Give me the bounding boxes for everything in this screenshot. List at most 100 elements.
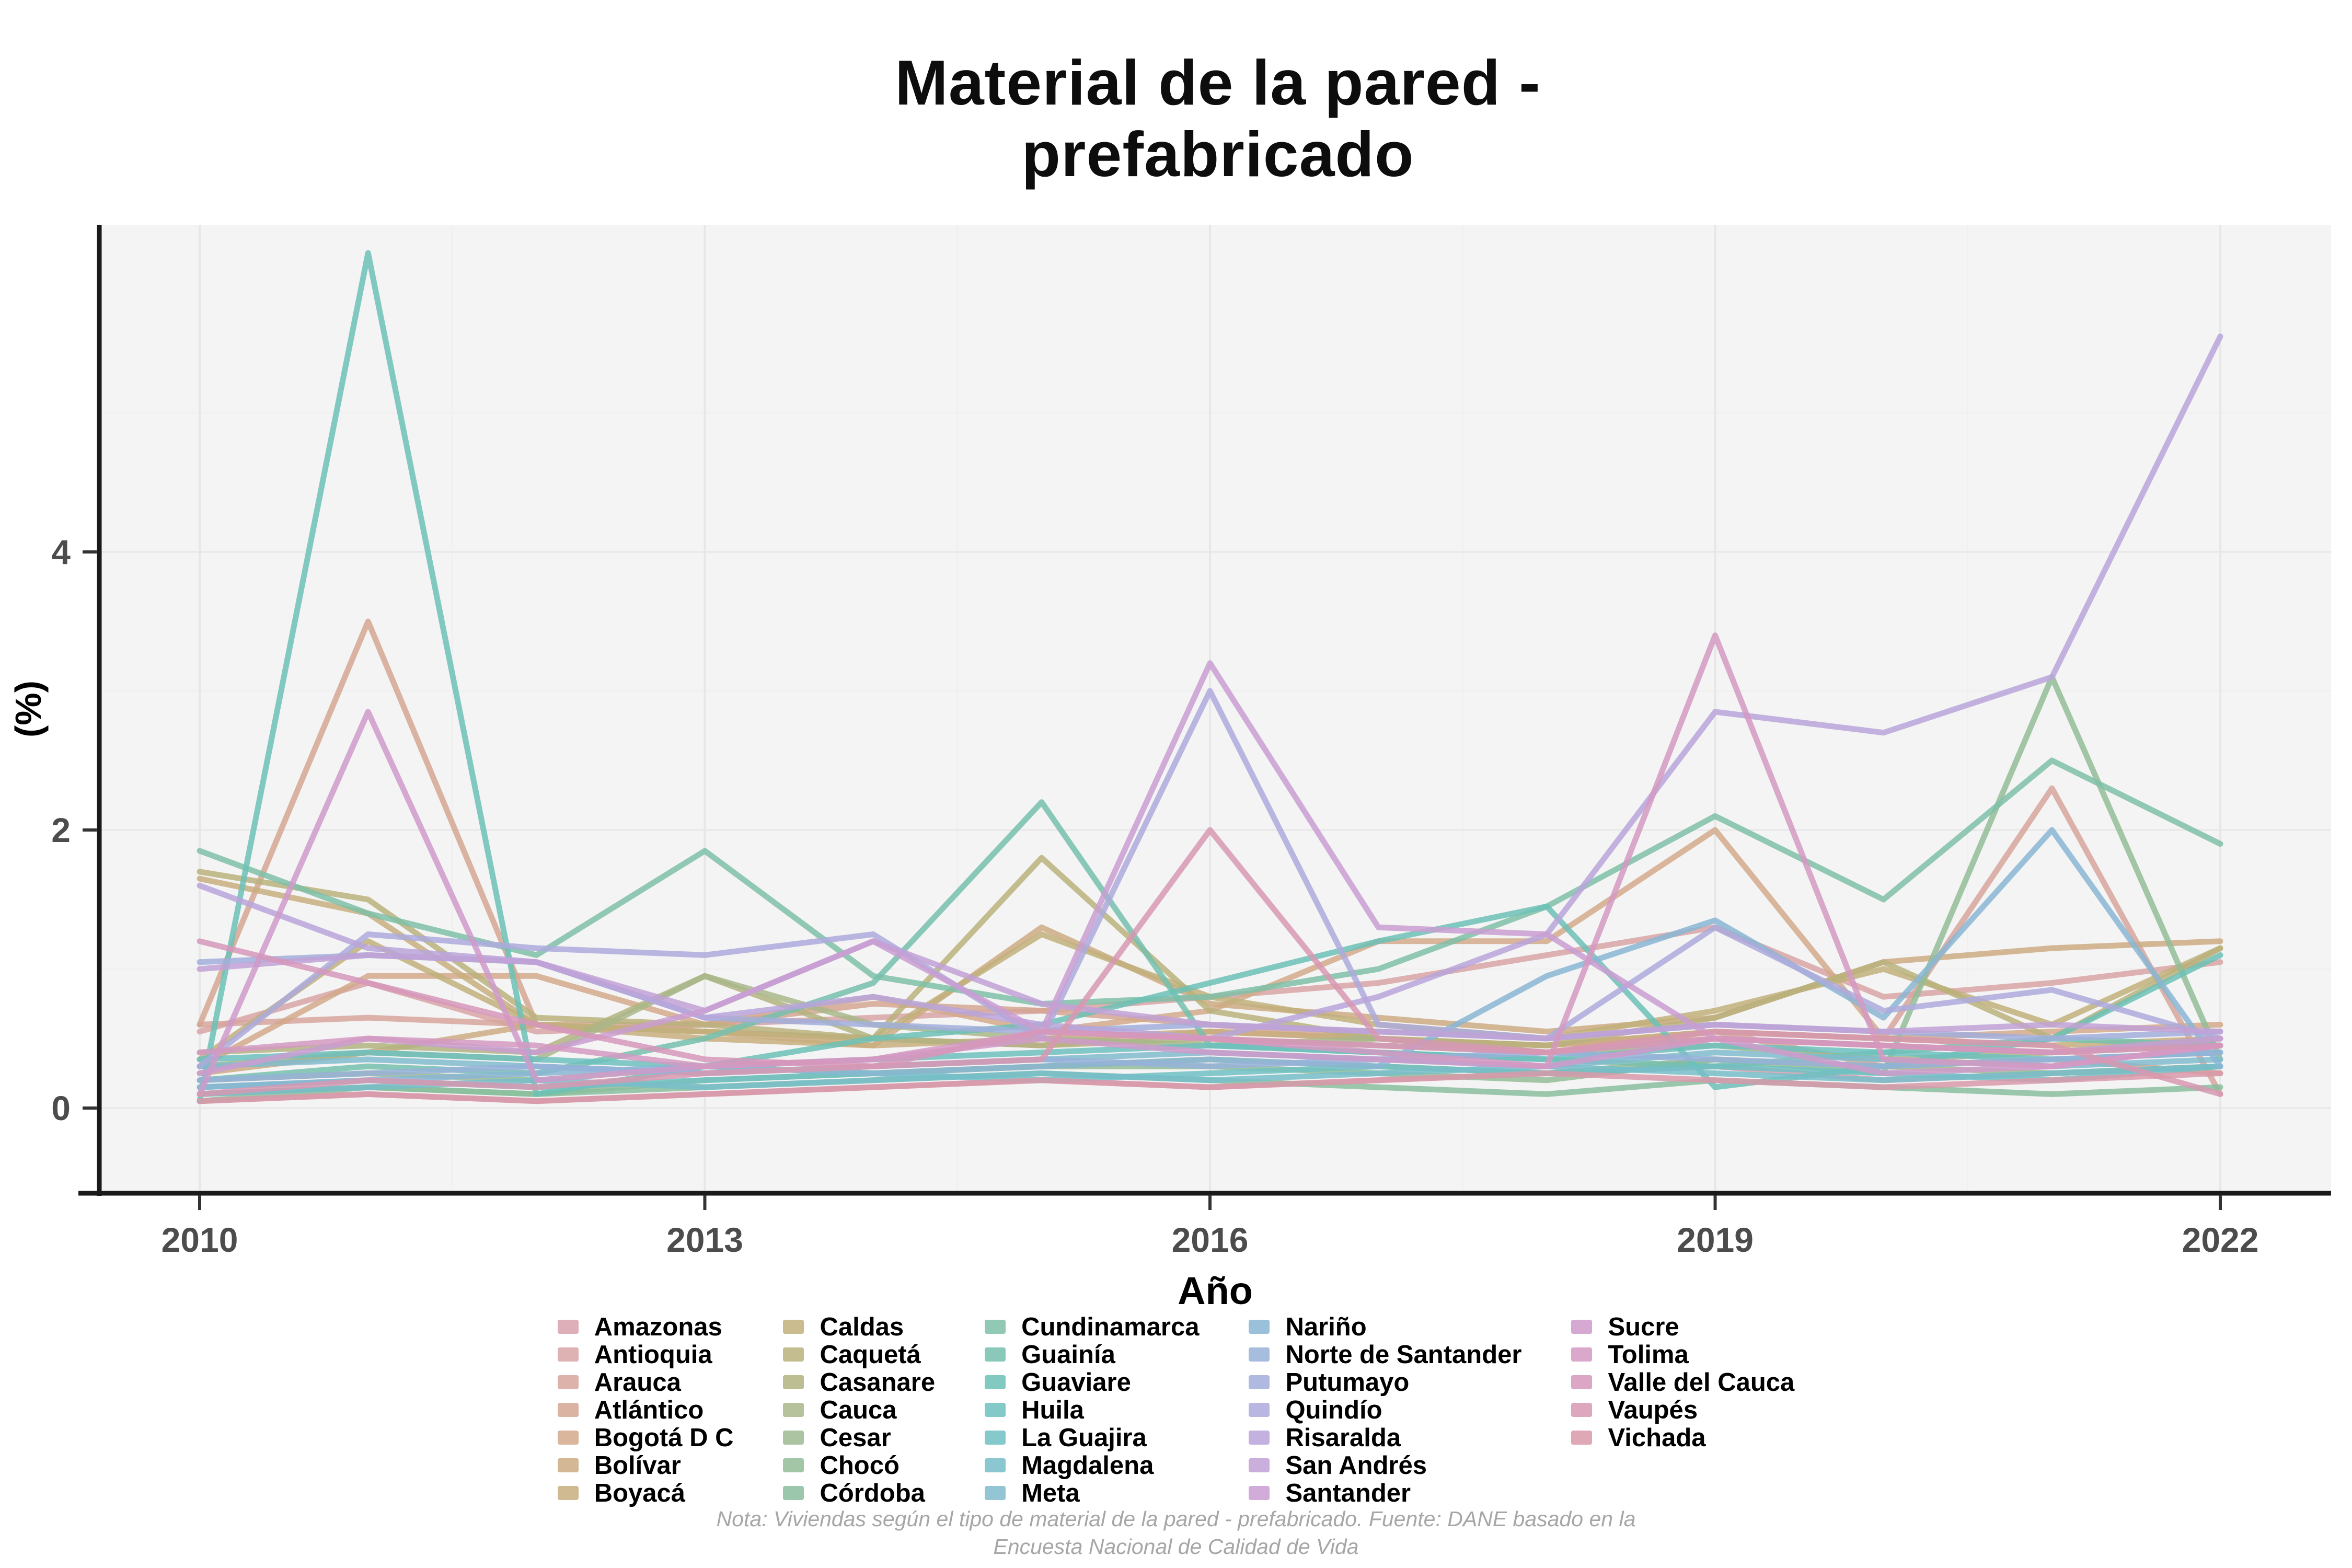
y-axis-title: (%) [8,681,49,737]
legend-swatch-icon [985,1486,1006,1500]
legend-swatch-icon [783,1431,804,1445]
y-tick-label: 4 [51,533,71,571]
legend-item-boyacá: Boyacá [557,1479,734,1507]
y-tick-label: 0 [51,1089,71,1127]
legend-swatch-icon [783,1347,804,1362]
legend-item-cauca: Cauca [783,1396,935,1424]
legend-label: Bogotá D C [594,1423,734,1452]
legend-item-caldas: Caldas [783,1313,935,1341]
legend-label: Vaupés [1608,1396,1698,1424]
legend-item-valle-del-cauca: Valle del Cauca [1571,1368,1794,1397]
legend-swatch-icon [1571,1375,1593,1389]
legend-item-nariño: Nariño [1249,1313,1521,1341]
legend-item-risaralda: Risaralda [1249,1423,1521,1452]
series-line-sucre [197,709,2223,1097]
legend-swatch-icon [1249,1320,1270,1334]
legend-column: Caldas Caquetá Casanare Cauca Cesar Chocó Córd… [783,1313,935,1507]
legend-label: Cesar [820,1423,891,1452]
series-line-norte-de-santander [197,1050,2223,1083]
x-tick-label: 2016 [1172,1220,1249,1259]
legend-item-vichada: Vichada [1571,1424,1794,1452]
legend-item-cundinamarca: Cundinamarca [985,1313,1199,1341]
legend-label: Atlántico [594,1396,704,1424]
legend-label: Meta [1021,1479,1080,1507]
legend-label: Magdalena [1021,1451,1154,1480]
legend-item-bogotá-d-c: Bogotá D C [557,1423,734,1452]
x-tick-label: 2019 [1677,1220,1754,1259]
legend-swatch-icon [1249,1486,1270,1500]
legend-label: Casanare [820,1368,936,1397]
legend-label: Guaviare [1021,1368,1131,1397]
series-line-valle-del-cauca [197,938,2223,1069]
legend-item-arauca: Arauca [557,1368,734,1397]
legend-swatch-icon [985,1347,1006,1362]
legend-swatch-icon [1249,1403,1270,1417]
legend-label: Norte de Santander [1285,1340,1522,1369]
legend-label: Antioquia [594,1340,712,1369]
legend-item-sucre: Sucre [1571,1313,1794,1341]
legend-column: Sucre Tolima Valle del Cauca Vaupés Vichada [1571,1313,1794,1452]
legend-item-antioquia: Antioquia [557,1340,734,1369]
x-tick-label: 2010 [162,1220,238,1259]
legend-swatch-icon [985,1375,1006,1389]
legend-swatch-icon [1249,1431,1270,1445]
legend-swatch-icon [1571,1320,1593,1334]
legend-label: Santander [1285,1479,1411,1507]
legend-label: Risaralda [1285,1423,1401,1452]
legend-item-atlántico: Atlántico [557,1396,734,1424]
legend-column: Nariño Norte de Santander Putumayo Quindío R… [1249,1313,1521,1507]
x-axis-title: Año [1178,1269,1253,1312]
legend-swatch-icon [557,1431,579,1445]
series-line-cundinamarca [197,757,2223,1007]
series-line-vichada [197,1070,2223,1104]
legend-item-tolima: Tolima [1571,1340,1794,1369]
series-line-san-andrés [197,938,2223,1042]
legend-item-putumayo: Putumayo [1249,1368,1521,1397]
legend-item-chocó: Chocó [783,1451,935,1480]
legend-label: Quindío [1285,1396,1382,1424]
legend-label: Córdoba [820,1479,925,1507]
source-note-line2: Encuesta Nacional de Calidad de Vida [993,1535,1359,1559]
line-chart-plot: 0 2 4 2010 2013 2016 2019 2022 (%) Año [8,225,2331,1312]
legend-label: Bolívar [594,1451,681,1480]
legend-label: Arauca [594,1368,681,1397]
series-line-caquetá [197,855,2223,1048]
legend-item-cesar: Cesar [783,1423,935,1452]
legend-item-guaviare: Guaviare [985,1368,1199,1397]
legend-swatch-icon [1571,1347,1593,1362]
chart-title-line2: prefabricado [1021,118,1414,190]
legend-label: Huila [1021,1396,1084,1424]
legend-item-caquetá: Caquetá [783,1340,935,1369]
legend-swatch-icon [1249,1458,1270,1472]
legend-item-quindío: Quindío [1249,1396,1521,1424]
legend-item-santander: Santander [1249,1479,1521,1507]
series-line-vaupés [197,827,2223,1097]
legend-label: Caquetá [820,1340,921,1369]
chart-title: Material de la pared - prefabricado [84,47,2352,190]
legend-item-bolívar: Bolívar [557,1451,734,1480]
legend-swatch-icon [783,1320,804,1334]
legend-swatch-icon [783,1486,804,1500]
legend-item-norte-de-santander: Norte de Santander [1249,1340,1522,1369]
legend-swatch-icon [985,1458,1006,1472]
legend-swatch-icon [557,1486,579,1500]
legend-item-córdoba: Córdoba [783,1479,935,1507]
series-line-nariño [197,827,2223,1090]
legend-swatch-icon [783,1375,804,1389]
legend-label: Caldas [820,1312,904,1341]
legend-swatch-icon [557,1458,579,1472]
legend-label: Boyacá [594,1479,686,1507]
legend-item-guainía: Guainía [985,1341,1199,1369]
legend-label: Tolima [1608,1340,1689,1369]
source-note: Nota: Viviendas según el tipo de materia… [0,1505,2352,1561]
legend-swatch-icon [783,1458,804,1472]
legend-item-san-andrés: San Andrés [1249,1451,1521,1480]
legend-label: Cundinamarca [1021,1312,1200,1341]
legend-item-vaupés: Vaupés [1571,1396,1794,1424]
legend-item-magdalena: Magdalena [985,1451,1199,1480]
legend-label: Amazonas [594,1312,722,1341]
legend-label: Chocó [820,1451,900,1480]
chart-legend: Amazonas Antioquia Arauca Atlántico Bogotá D… [0,1313,2352,1507]
legend-label: Cauca [820,1396,897,1424]
